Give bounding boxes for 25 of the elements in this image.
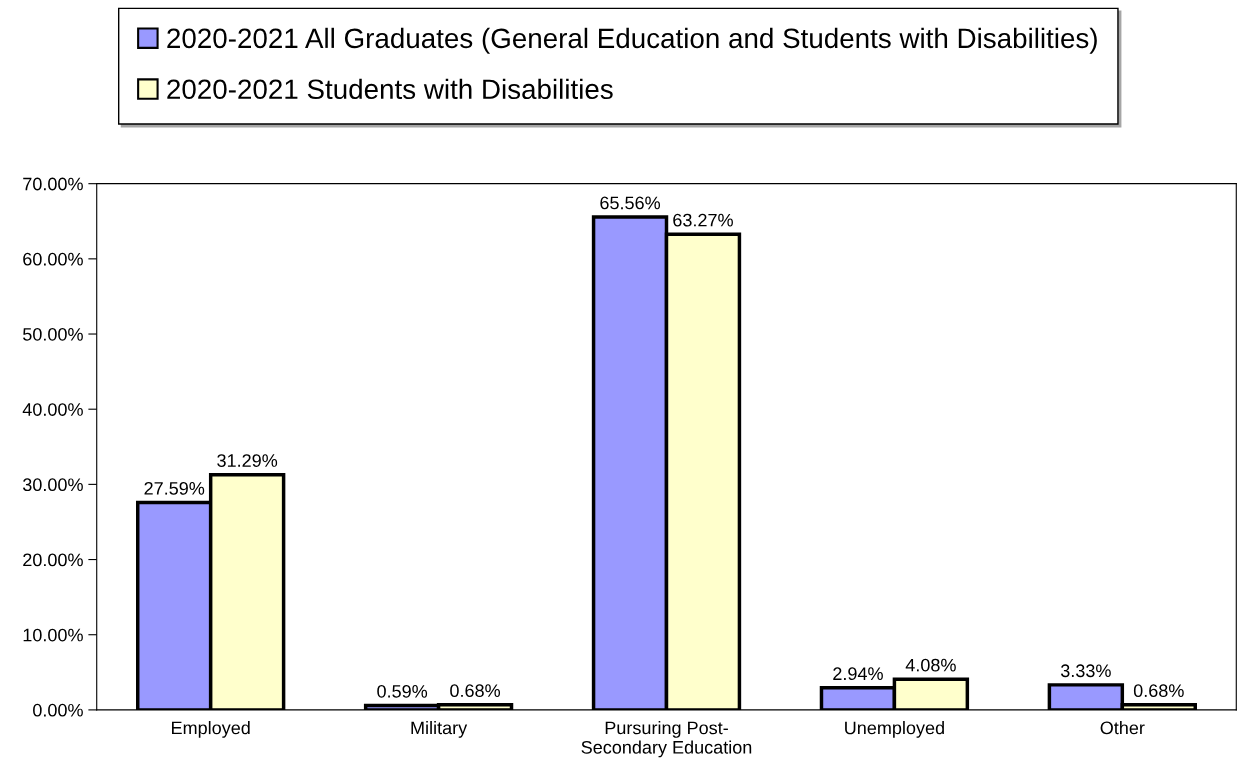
data-label: 4.08% xyxy=(905,658,956,672)
data-label: 31.29% xyxy=(217,454,278,467)
y-tick-label: 60.00% xyxy=(23,252,83,266)
data-label: 0.59% xyxy=(377,684,428,698)
legend-label: 2020-2021 Students with Disabilities xyxy=(167,78,613,100)
data-label: 0.68% xyxy=(450,684,501,698)
data-label: 3.33% xyxy=(1060,664,1111,678)
x-tick-label: Unemployed xyxy=(845,721,944,738)
data-label: 0.68% xyxy=(1133,684,1184,698)
y-tick-label: 70.00% xyxy=(23,177,83,191)
data-label: 27.59% xyxy=(144,481,205,495)
x-tick-label: Military xyxy=(411,721,468,738)
x-tick-label: Pursuring Post- Secondary Education xyxy=(581,721,752,758)
data-label: 65.56% xyxy=(600,196,661,210)
data-label: 63.27% xyxy=(673,213,733,227)
y-tick-label: 30.00% xyxy=(22,478,83,492)
y-tick-label: 0.00% xyxy=(33,703,83,717)
y-tick-label: 50.00% xyxy=(23,327,83,341)
data-label: 2.94% xyxy=(833,667,883,681)
y-tick-label: 40.00% xyxy=(22,403,83,416)
x-tick-label: Other xyxy=(1100,721,1145,735)
x-tick-label: Employed xyxy=(172,721,250,738)
legend-label: 2020-2021 All Graduates (General Education and Students with Disabilities) xyxy=(167,27,1097,54)
y-tick-label: 20.00% xyxy=(23,553,83,567)
y-tick-label: 10.00% xyxy=(23,628,83,642)
